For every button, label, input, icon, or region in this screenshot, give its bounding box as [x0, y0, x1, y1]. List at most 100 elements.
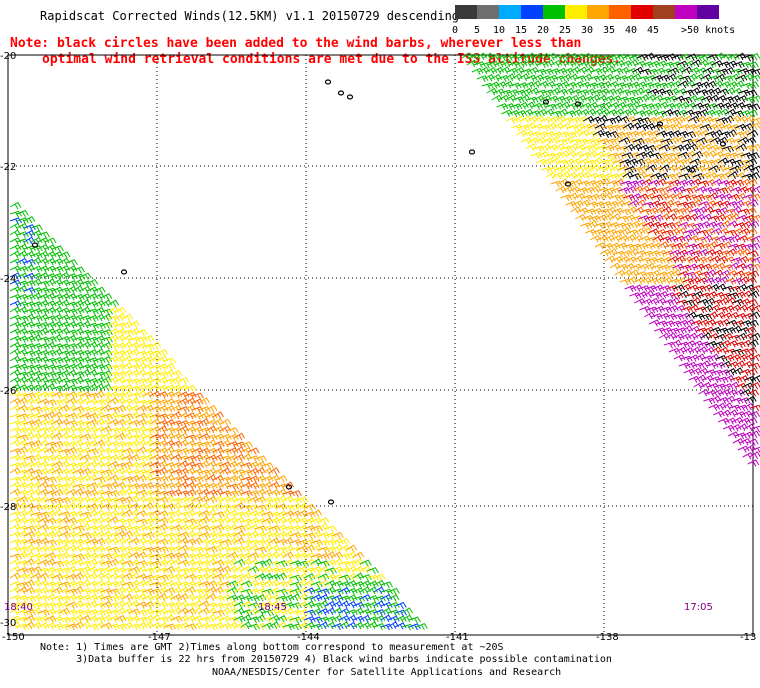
wind-barb	[746, 367, 758, 376]
island-outline	[346, 94, 354, 100]
wind-barb	[702, 186, 715, 194]
wind-barb	[30, 321, 43, 330]
wind-barb	[58, 370, 71, 378]
wind-barb	[9, 335, 22, 343]
wind-barb	[592, 179, 605, 187]
wind-barb	[638, 285, 651, 293]
wind-barb	[9, 244, 22, 252]
wind-barb	[219, 622, 232, 630]
wind-barb	[720, 102, 732, 110]
wind-barb	[58, 574, 71, 582]
wind-barb	[619, 227, 632, 236]
wind-barb	[590, 67, 603, 76]
wind-barb	[16, 363, 29, 371]
wind-barb	[713, 242, 726, 250]
wind-barb	[177, 581, 190, 589]
wind-barb	[578, 61, 591, 69]
wind-barb	[44, 483, 58, 491]
wind-barb	[163, 573, 176, 581]
wind-barb	[135, 504, 148, 512]
wind-barb	[100, 461, 113, 469]
wind-barb	[128, 469, 141, 477]
island-outline	[468, 149, 476, 155]
wind-barb	[198, 552, 211, 560]
wind-barb	[240, 532, 253, 540]
wind-barb	[618, 187, 631, 195]
wind-barb	[58, 356, 71, 364]
wind-barb	[310, 623, 323, 631]
wind-barb	[697, 319, 710, 327]
wind-barb	[86, 356, 99, 365]
wind-barb	[51, 258, 64, 266]
wind-barb	[597, 138, 610, 146]
wind-barb	[745, 207, 757, 215]
wind-barb	[156, 496, 169, 504]
wind-barb	[655, 178, 667, 187]
wind-barb	[690, 250, 703, 258]
wind-barb	[662, 250, 675, 258]
wind-barb	[620, 250, 633, 258]
wind-barb	[631, 215, 644, 223]
wind-barb	[702, 326, 715, 334]
wind-barb	[254, 560, 267, 568]
wind-barb	[107, 441, 120, 449]
wind-barb	[93, 439, 106, 448]
wind-barb	[156, 425, 168, 434]
wind-barb	[205, 538, 218, 546]
wind-barb	[581, 144, 594, 153]
wind-barb	[742, 263, 755, 271]
wind-barb	[247, 558, 260, 567]
wind-barb	[683, 60, 696, 68]
wind-barb	[303, 609, 317, 617]
wind-barb	[645, 215, 658, 223]
wind-barb	[532, 145, 546, 153]
wind-barb	[191, 420, 204, 428]
wind-barb	[746, 61, 759, 69]
wind-barb	[683, 299, 696, 307]
wind-barb	[688, 138, 702, 146]
wind-barb	[51, 517, 64, 526]
wind-barb	[9, 510, 22, 518]
colorbar-label: 30	[580, 25, 594, 36]
wind-barb	[711, 299, 724, 307]
wind-barb	[667, 186, 680, 194]
wind-barb	[743, 423, 756, 432]
wind-barb	[44, 581, 57, 589]
wind-barb	[588, 143, 600, 151]
wind-barb	[317, 600, 329, 608]
wind-barb	[114, 363, 127, 371]
wind-barb	[698, 341, 711, 349]
wind-barb	[317, 539, 331, 547]
wind-barb	[715, 283, 727, 292]
wind-barb	[657, 241, 669, 250]
wind-barb	[634, 60, 647, 68]
wind-barb	[156, 413, 169, 421]
wind-barb	[107, 454, 120, 462]
wind-barb	[163, 587, 176, 595]
wind-barb	[596, 165, 609, 173]
wind-barb	[727, 53, 740, 61]
wind-barb	[191, 392, 204, 400]
wind-barb	[380, 623, 393, 631]
wind-barb	[289, 566, 302, 574]
wind-barb	[744, 444, 756, 453]
wind-barb	[65, 391, 78, 399]
wind-barb	[58, 551, 71, 560]
wind-barb	[177, 397, 190, 406]
wind-barb	[331, 574, 344, 582]
wind-barb	[627, 130, 640, 138]
wind-barb	[494, 60, 507, 68]
wind-barb	[114, 545, 127, 553]
wind-barb	[560, 73, 573, 82]
wind-barb	[16, 419, 29, 427]
wind-barb	[100, 490, 113, 498]
wind-barb	[632, 137, 645, 146]
wind-barb	[51, 595, 64, 603]
wind-barb	[142, 517, 155, 525]
wind-barb	[556, 159, 569, 167]
wind-barb	[135, 483, 148, 491]
wind-barb	[226, 607, 239, 616]
wind-barb	[741, 54, 755, 62]
wind-barb	[744, 256, 757, 264]
wind-barb	[594, 222, 607, 230]
